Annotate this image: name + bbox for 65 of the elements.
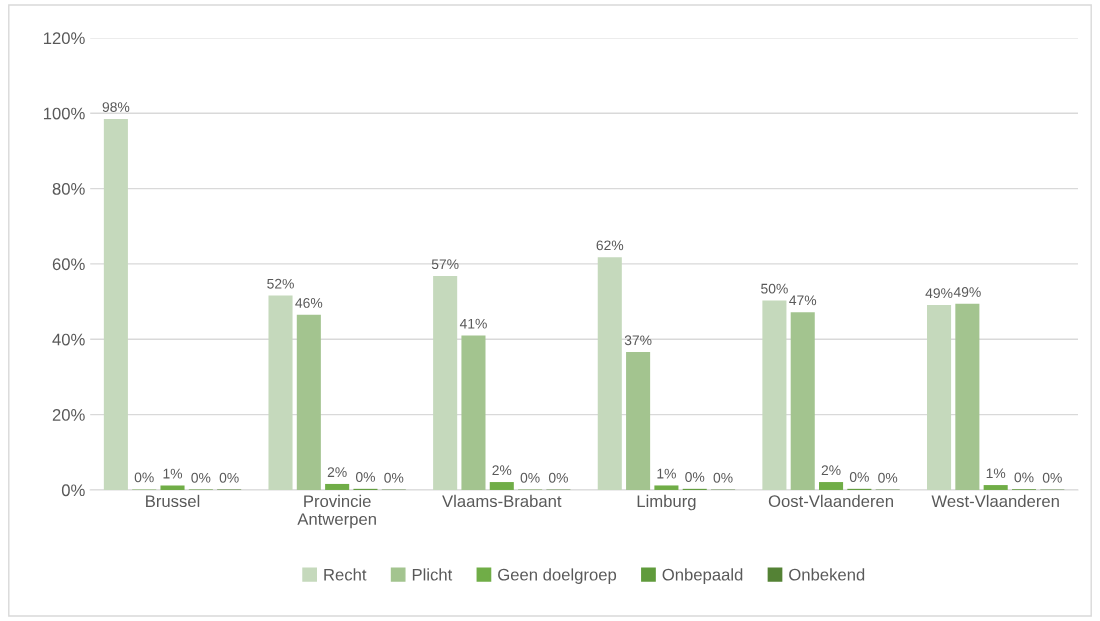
data-label: 0%	[1014, 472, 1034, 483]
data-label: 62%	[596, 240, 624, 251]
bar	[790, 312, 815, 490]
y-tick-label: 60%	[52, 258, 85, 271]
legend-label: Onbekend	[789, 568, 865, 581]
data-label: 0%	[685, 472, 705, 482]
bar	[103, 118, 128, 490]
data-label: 0%	[219, 472, 239, 483]
y-tick-label: 120%	[43, 32, 85, 45]
bar	[762, 300, 787, 490]
data-label: 0%	[878, 472, 898, 483]
x-tick-label: Limburg	[637, 494, 696, 511]
legend-label: Recht	[324, 568, 367, 581]
legend-label: Plicht	[412, 568, 453, 581]
bar	[268, 295, 293, 490]
x-tick-label: West-Vlaanderen	[931, 494, 1059, 508]
data-label: 0%	[384, 472, 404, 483]
bar	[819, 482, 844, 490]
data-label: 1%	[163, 468, 183, 479]
data-label: 2%	[821, 465, 841, 476]
legend-label: Onbepaald	[662, 568, 743, 584]
data-label: 2%	[492, 465, 512, 476]
y-tick-label: 0%	[61, 484, 85, 497]
bar	[489, 482, 514, 490]
bar	[983, 485, 1008, 490]
bar	[654, 485, 679, 490]
data-label: 52%	[267, 278, 294, 289]
data-label: 49%	[925, 288, 953, 299]
x-tick-label: Brussel	[146, 494, 200, 508]
bar	[160, 485, 185, 490]
y-tick-label: 100%	[43, 107, 85, 120]
data-label: 1%	[657, 468, 676, 479]
data-label: 98%	[102, 102, 130, 112]
bar	[927, 304, 952, 490]
legend-label: Geen doelgroep	[498, 568, 617, 584]
data-label: 0%	[191, 472, 211, 483]
data-label: 1%	[986, 468, 1006, 479]
bar	[325, 483, 350, 490]
x-tick-label: Provincie Antwerpen	[297, 494, 376, 529]
bar	[626, 352, 651, 490]
bar	[461, 335, 486, 490]
data-label: 0%	[1042, 472, 1062, 483]
bar	[296, 314, 321, 490]
x-tick-label: Oost-Vlaanderen	[768, 494, 893, 508]
data-label: 47%	[789, 295, 817, 306]
data-label: 0%	[520, 472, 540, 483]
data-label: 0%	[849, 472, 869, 482]
data-label: 0%	[134, 472, 154, 483]
data-label: 0%	[548, 472, 568, 483]
y-tick-label: 80%	[52, 182, 85, 195]
bar	[433, 275, 458, 490]
data-label: 57%	[431, 259, 459, 270]
x-tick-label: Vlaams-Brabant	[442, 494, 562, 508]
data-label: 0%	[355, 472, 376, 482]
data-label: 41%	[459, 318, 487, 329]
data-label: 50%	[761, 283, 788, 294]
data-label: 0%	[713, 472, 733, 483]
y-tick-label: 40%	[52, 333, 85, 346]
bar	[955, 303, 980, 490]
data-label: 2%	[327, 467, 347, 477]
data-label: 49%	[953, 287, 981, 297]
data-label: 37%	[624, 335, 652, 346]
data-label: 46%	[295, 298, 323, 308]
bar	[597, 257, 622, 490]
y-tick-label: 20%	[52, 409, 85, 421]
